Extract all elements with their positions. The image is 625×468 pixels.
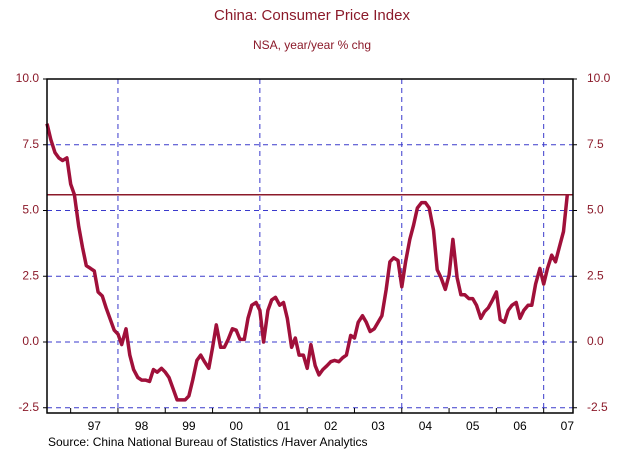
y-tick-label: 5.0 xyxy=(22,203,39,217)
plot-frame xyxy=(46,78,574,414)
x-tick-label: 03 xyxy=(371,419,385,433)
y-tick-label: 10.0 xyxy=(16,71,40,85)
x-tick-label: 05 xyxy=(466,419,480,433)
y-tick-label: 7.5 xyxy=(22,137,39,151)
source-note: Source: China National Bureau of Statist… xyxy=(48,435,368,449)
x-tick-label: 04 xyxy=(419,419,433,433)
x-tick-label: 06 xyxy=(513,419,527,433)
x-tick-label: 01 xyxy=(277,419,291,433)
cpi-line xyxy=(45,123,570,402)
x-tick-label: 07 xyxy=(561,419,575,433)
y-tick-label: 2.5 xyxy=(22,268,39,282)
x-tick-label: 99 xyxy=(182,419,196,433)
x-tick-label: 97 xyxy=(88,419,102,433)
y2-tick-label: 7.5 xyxy=(587,137,604,151)
y-tick-label: -2.5 xyxy=(18,400,39,414)
y2-tick-label: 10.0 xyxy=(587,71,611,85)
y2-tick-label: 2.5 xyxy=(587,268,604,282)
y-tick-label: 0.0 xyxy=(22,334,39,348)
x-tick-label: 98 xyxy=(135,419,149,433)
y2-tick-label: 5.0 xyxy=(587,203,604,217)
x-tick-label: 02 xyxy=(324,419,338,433)
x-tick-label: 00 xyxy=(230,419,244,433)
y2-tick-label: -2.5 xyxy=(587,400,608,414)
chart-subtitle: NSA, year/year % chg xyxy=(253,38,371,52)
y2-tick-label: 0.0 xyxy=(587,334,604,348)
chart-title: China: Consumer Price Index xyxy=(214,7,410,24)
